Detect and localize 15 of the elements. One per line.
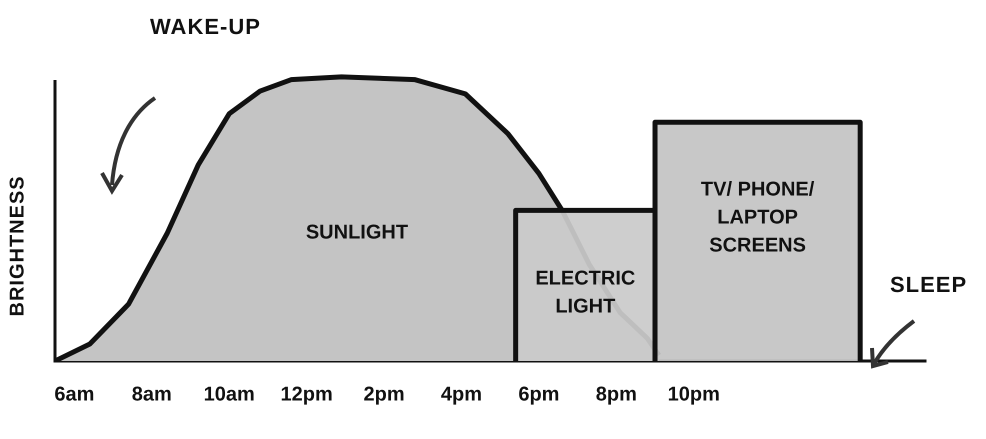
text: WAKE-UP [150,14,261,40]
x-tick-label: 10pm [668,384,720,406]
x-tick-label: 10am [204,384,255,406]
y-axis-title: BRIGHTNESS [6,175,30,316]
x-tick-label: 6am [54,384,94,406]
x-tick-label: 12pm [280,384,333,406]
annotation: SLEEP [890,272,968,298]
series-label: TV/ PHONE/ LAPTOP SCREENS [700,178,815,256]
series-label: SUNLIGHT [306,222,408,244]
x-tick-label: 8pm [596,384,637,406]
series-label: ELECTRIC LIGHT [535,268,636,318]
x-tick-label: 2pm [363,384,405,406]
x-tick-label: 4pm [440,384,482,406]
x-tick-label: 8am [132,384,172,406]
x-tick-label: 6pm [518,384,560,406]
